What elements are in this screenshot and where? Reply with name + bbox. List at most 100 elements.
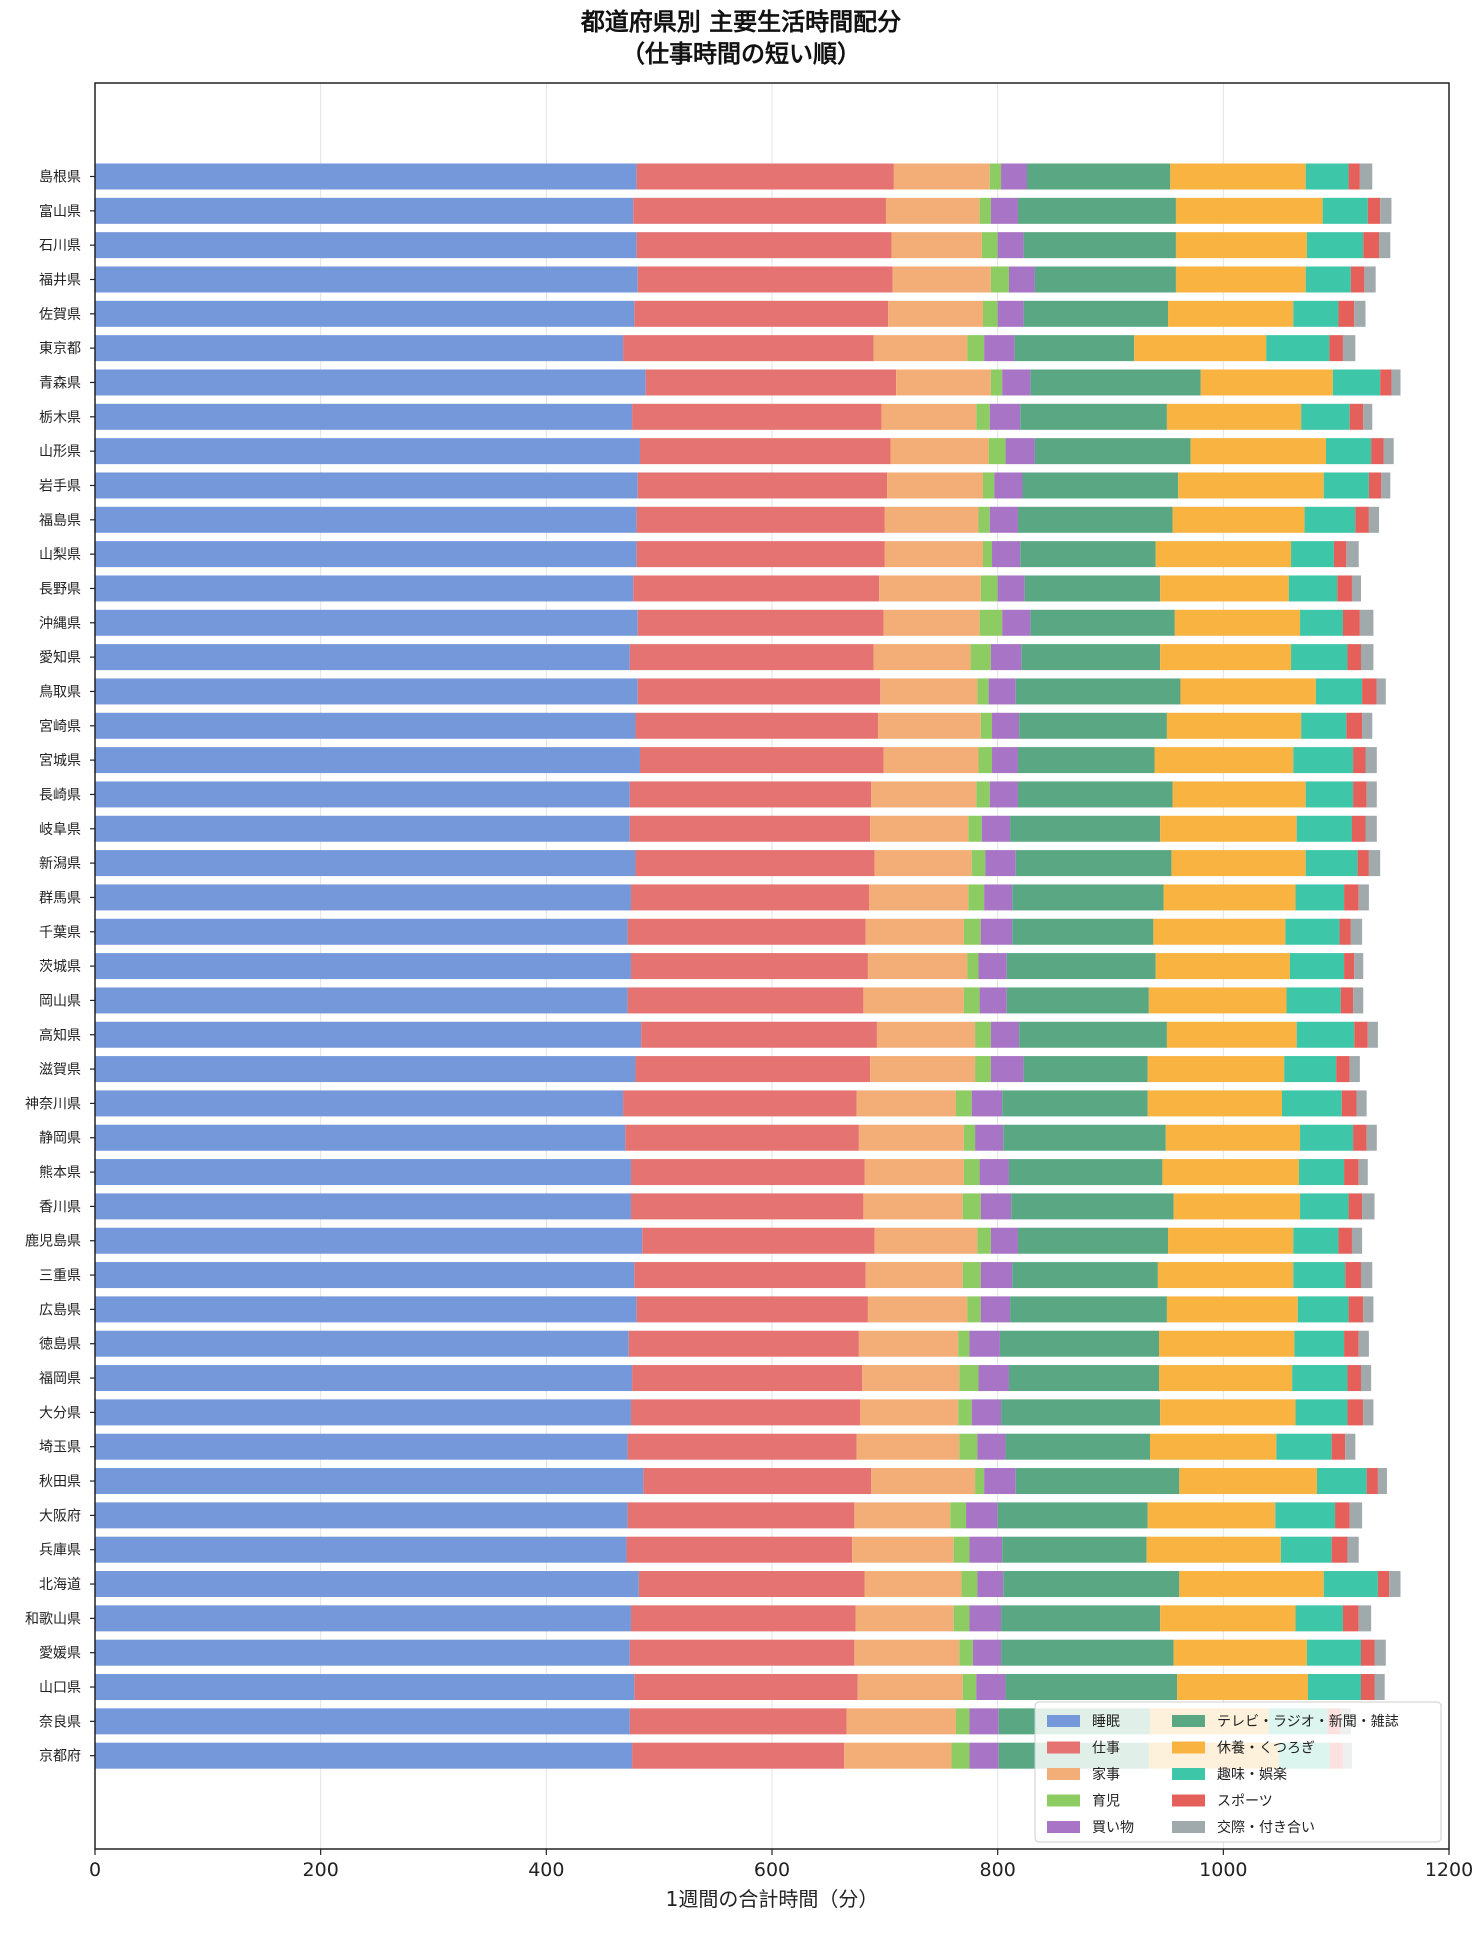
bar-segment	[1291, 541, 1334, 568]
bar-segment	[627, 918, 866, 945]
bar-segment	[632, 403, 882, 430]
bar-segment	[1358, 1605, 1372, 1632]
bar-segment	[1368, 472, 1382, 499]
bar-segment	[1179, 1468, 1317, 1495]
bar-segment	[978, 747, 993, 774]
bar-segment	[856, 1090, 956, 1117]
bar-segment	[1178, 472, 1324, 499]
bar-segment	[1307, 1674, 1361, 1701]
bar-segment	[880, 678, 978, 705]
bar-segment	[997, 232, 1024, 259]
bar-segment	[1275, 1502, 1336, 1529]
x-tick-label: 200	[303, 1859, 339, 1881]
bar-segment	[1168, 1227, 1294, 1254]
bar-segment	[1030, 609, 1175, 636]
bar-row	[95, 1296, 1374, 1323]
legend-label: 買い物	[1092, 1820, 1134, 1836]
legend-swatch	[1172, 1715, 1205, 1727]
bar-segment	[1001, 163, 1028, 190]
bar-segment	[881, 403, 977, 430]
bar-segment	[623, 335, 874, 362]
bar-segment	[1002, 1536, 1147, 1563]
bar-segment	[633, 575, 880, 602]
bar-segment	[980, 1262, 1013, 1289]
bar-row	[95, 1021, 1378, 1048]
bar-segment	[1002, 369, 1031, 396]
category-label: 長野県	[39, 581, 81, 597]
bar-segment	[1360, 1365, 1372, 1392]
bar-segment	[959, 1365, 979, 1392]
bar-segment	[873, 335, 968, 362]
bar-segment	[1359, 609, 1374, 636]
bar-segment	[990, 197, 1018, 224]
bar-segment	[634, 300, 889, 327]
bar-segment	[1362, 678, 1377, 705]
bar-segment	[953, 1605, 970, 1632]
bar-segment	[1360, 1639, 1375, 1666]
bar-segment	[1160, 644, 1292, 671]
category-label: 京都府	[39, 1749, 81, 1765]
category-label: 鳥取県	[39, 684, 81, 700]
bar-segment	[1017, 1227, 1169, 1254]
category-label: 滋賀県	[39, 1062, 81, 1078]
category-label: 香川県	[39, 1199, 81, 1215]
bar-segment	[966, 1502, 998, 1529]
bar-segment	[1001, 1399, 1161, 1426]
bar-segment	[1147, 1056, 1285, 1083]
bar-segment	[95, 781, 630, 808]
bar-segment	[636, 541, 885, 568]
bar-segment	[95, 1330, 629, 1357]
legend-swatch	[1172, 1741, 1205, 1754]
bar-segment	[876, 1021, 976, 1048]
bar-segment	[95, 266, 638, 293]
bar-segment	[95, 747, 640, 774]
bar-row	[95, 1124, 1377, 1151]
legend-item: 家事	[1047, 1766, 1120, 1783]
bar-segment	[979, 609, 1003, 636]
bar-segment	[95, 953, 631, 980]
bar-segment	[1292, 1365, 1348, 1392]
bar-segment	[1338, 1227, 1352, 1254]
bar-row	[95, 1536, 1359, 1563]
bar-segment	[1316, 1468, 1367, 1495]
bar-segment	[1005, 438, 1035, 465]
bar-segment	[1374, 1674, 1385, 1701]
bar-row	[95, 1399, 1374, 1426]
category-label: 高知県	[39, 1027, 81, 1044]
legend-label: 睡眠	[1092, 1714, 1120, 1730]
bar-segment	[641, 1021, 877, 1048]
category-label: 佐賀県	[39, 307, 81, 323]
bar-segment	[890, 438, 989, 465]
bar-segment	[1366, 1468, 1378, 1495]
bar-segment	[863, 987, 964, 1014]
bar-segment	[623, 1090, 857, 1117]
bar-segment	[1368, 506, 1380, 533]
bar-segment	[95, 609, 638, 636]
bar-segment	[1170, 163, 1306, 190]
bar-segment	[1012, 884, 1164, 911]
bar-segment	[629, 1639, 855, 1666]
bar-segment	[1329, 335, 1343, 362]
bar-segment	[1365, 815, 1377, 842]
bar-segment	[95, 1262, 635, 1289]
bar-segment	[635, 850, 875, 877]
bar-segment	[977, 1227, 991, 1254]
bar-segment	[630, 1159, 865, 1186]
legend-swatch	[1047, 1715, 1080, 1727]
bar-segment	[1165, 1124, 1301, 1151]
bar-segment	[989, 403, 1021, 430]
bar-segment	[1374, 1639, 1386, 1666]
bar-segment	[95, 1708, 630, 1735]
bar-segment	[887, 472, 983, 499]
bar-segment	[871, 781, 977, 808]
bar-segment	[95, 1090, 624, 1117]
bar-segment	[981, 815, 1011, 842]
bar-segment	[1023, 300, 1169, 327]
bar-segment	[1155, 953, 1290, 980]
bar-segment	[95, 1227, 643, 1254]
bar-segment	[1024, 575, 1161, 602]
bar-segment	[1364, 266, 1376, 293]
bar-row	[95, 1639, 1386, 1666]
bar-segment	[1147, 1502, 1276, 1529]
bar-segment	[975, 1468, 985, 1495]
